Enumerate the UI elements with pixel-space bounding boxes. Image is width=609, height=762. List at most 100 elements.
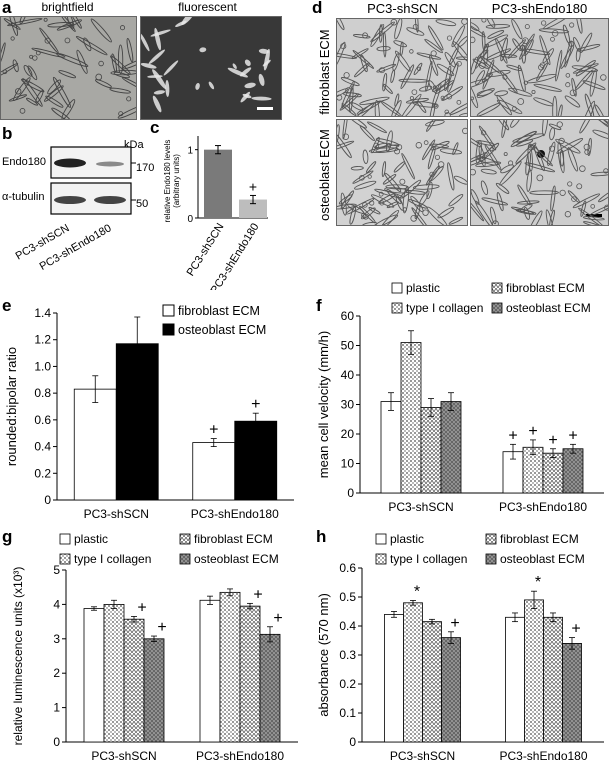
cell xyxy=(419,85,433,92)
cell xyxy=(485,24,511,29)
round-cell xyxy=(2,69,8,75)
panel-label-c: c xyxy=(150,118,160,137)
fluorescent-cell xyxy=(152,69,167,90)
cell xyxy=(567,147,578,172)
round-cell xyxy=(522,37,529,44)
round-cell xyxy=(579,165,586,172)
chart-h-ytick-label: 0.1 xyxy=(339,706,356,720)
cell xyxy=(400,93,422,116)
round-cell xyxy=(379,200,385,206)
cell xyxy=(368,147,399,153)
cell xyxy=(539,35,551,66)
round-cell xyxy=(433,103,439,109)
round-cell xyxy=(583,143,591,151)
cell xyxy=(500,164,514,174)
cell xyxy=(113,71,130,79)
round-cell xyxy=(571,196,577,202)
chart-g-ylabel: relative luminescence units (x10³) xyxy=(11,567,25,746)
cell xyxy=(575,19,583,34)
round-cell xyxy=(415,142,423,149)
micrograph-shendo180-fibroblast xyxy=(470,18,609,117)
cell xyxy=(337,140,355,152)
chart-e: 0 0.2 0.4 0.6 0.8 1.0 1.2 1.4 rounded:bipolar ra… xyxy=(4,304,294,521)
cell xyxy=(528,210,543,225)
cell xyxy=(478,125,497,151)
fluorescent-cell xyxy=(153,90,166,95)
round-cell xyxy=(444,112,451,116)
fluorescent-title: fluorescent xyxy=(178,0,237,14)
round-cell xyxy=(590,204,596,209)
chart-g-legend-swatch xyxy=(179,533,191,545)
round-cell xyxy=(576,183,583,190)
cell xyxy=(382,174,397,185)
chart-f-bar xyxy=(542,452,564,494)
cell xyxy=(495,182,510,194)
cell xyxy=(516,200,540,205)
panel-label-e: e xyxy=(2,296,12,315)
fluorescent-cell xyxy=(258,48,269,54)
chart-f-ylabel: mean cell velocity (mm/h) xyxy=(316,331,331,478)
chart-e-bar xyxy=(73,388,117,501)
chart-c-ylabel-line1: relative Endo180 levels xyxy=(163,140,172,223)
chart-g-bar xyxy=(103,604,125,743)
round-cell xyxy=(444,109,449,115)
cell xyxy=(338,194,353,205)
panel-label-g: g xyxy=(2,527,13,546)
cell xyxy=(575,47,581,62)
fluorescent-cell xyxy=(240,91,251,103)
round-cell xyxy=(551,30,559,37)
cell xyxy=(580,200,587,217)
chart-f-sig-marker: + xyxy=(548,432,557,449)
cell xyxy=(471,82,479,109)
cell xyxy=(596,120,608,128)
chart-h: 0 0.1 0.2 0.3 0.4 0.5 0.6 absorbance (570 nm) * +… xyxy=(316,532,604,762)
cell xyxy=(362,149,369,165)
chart-h-legend-swatch xyxy=(375,553,387,565)
cell xyxy=(595,120,608,128)
cell xyxy=(341,103,357,116)
cell xyxy=(573,37,581,52)
chart-e-ytick-label: 0.2 xyxy=(34,466,51,480)
cell xyxy=(378,193,396,204)
round-cell xyxy=(480,130,487,136)
chart-f-bar xyxy=(562,448,584,494)
cell xyxy=(494,120,510,131)
fluorescent-cell xyxy=(199,47,207,53)
fluorescent-cell xyxy=(163,60,179,76)
round-cell xyxy=(369,200,375,206)
cell xyxy=(579,120,594,134)
chart-f-ytick-label: 0 xyxy=(347,486,354,500)
cell xyxy=(427,25,444,51)
cell xyxy=(111,53,117,73)
chart-g-legend-label: fibroblast ECM xyxy=(194,532,273,546)
chart-e-legend-swatch xyxy=(162,323,175,336)
fluorescent-cell xyxy=(150,29,171,37)
cell xyxy=(411,207,430,225)
cells-shscn-osteoblast xyxy=(337,120,467,225)
chart-g-sig-marker: + xyxy=(157,619,166,636)
cell xyxy=(374,99,380,116)
cell xyxy=(370,194,395,208)
band-endo180-shendo180 xyxy=(96,161,124,167)
round-cell xyxy=(568,40,575,47)
cell xyxy=(405,190,426,195)
cell xyxy=(538,28,570,34)
round-cell xyxy=(98,60,104,67)
cell xyxy=(390,69,396,83)
cell xyxy=(348,85,354,113)
round-cell xyxy=(456,61,462,67)
cell xyxy=(481,197,509,206)
cell xyxy=(401,152,416,180)
cell xyxy=(386,188,402,205)
chart-f-ytick-label: 60 xyxy=(341,309,355,323)
chart-f-legend-label: type I collagen xyxy=(406,301,483,315)
band-mw-170: 170 xyxy=(136,162,155,174)
round-cell xyxy=(422,209,429,216)
cell xyxy=(375,144,400,153)
cell xyxy=(499,161,522,186)
cell xyxy=(406,27,425,36)
cell xyxy=(510,120,521,128)
cell xyxy=(426,120,437,132)
cell xyxy=(337,124,340,143)
cell xyxy=(552,95,558,116)
